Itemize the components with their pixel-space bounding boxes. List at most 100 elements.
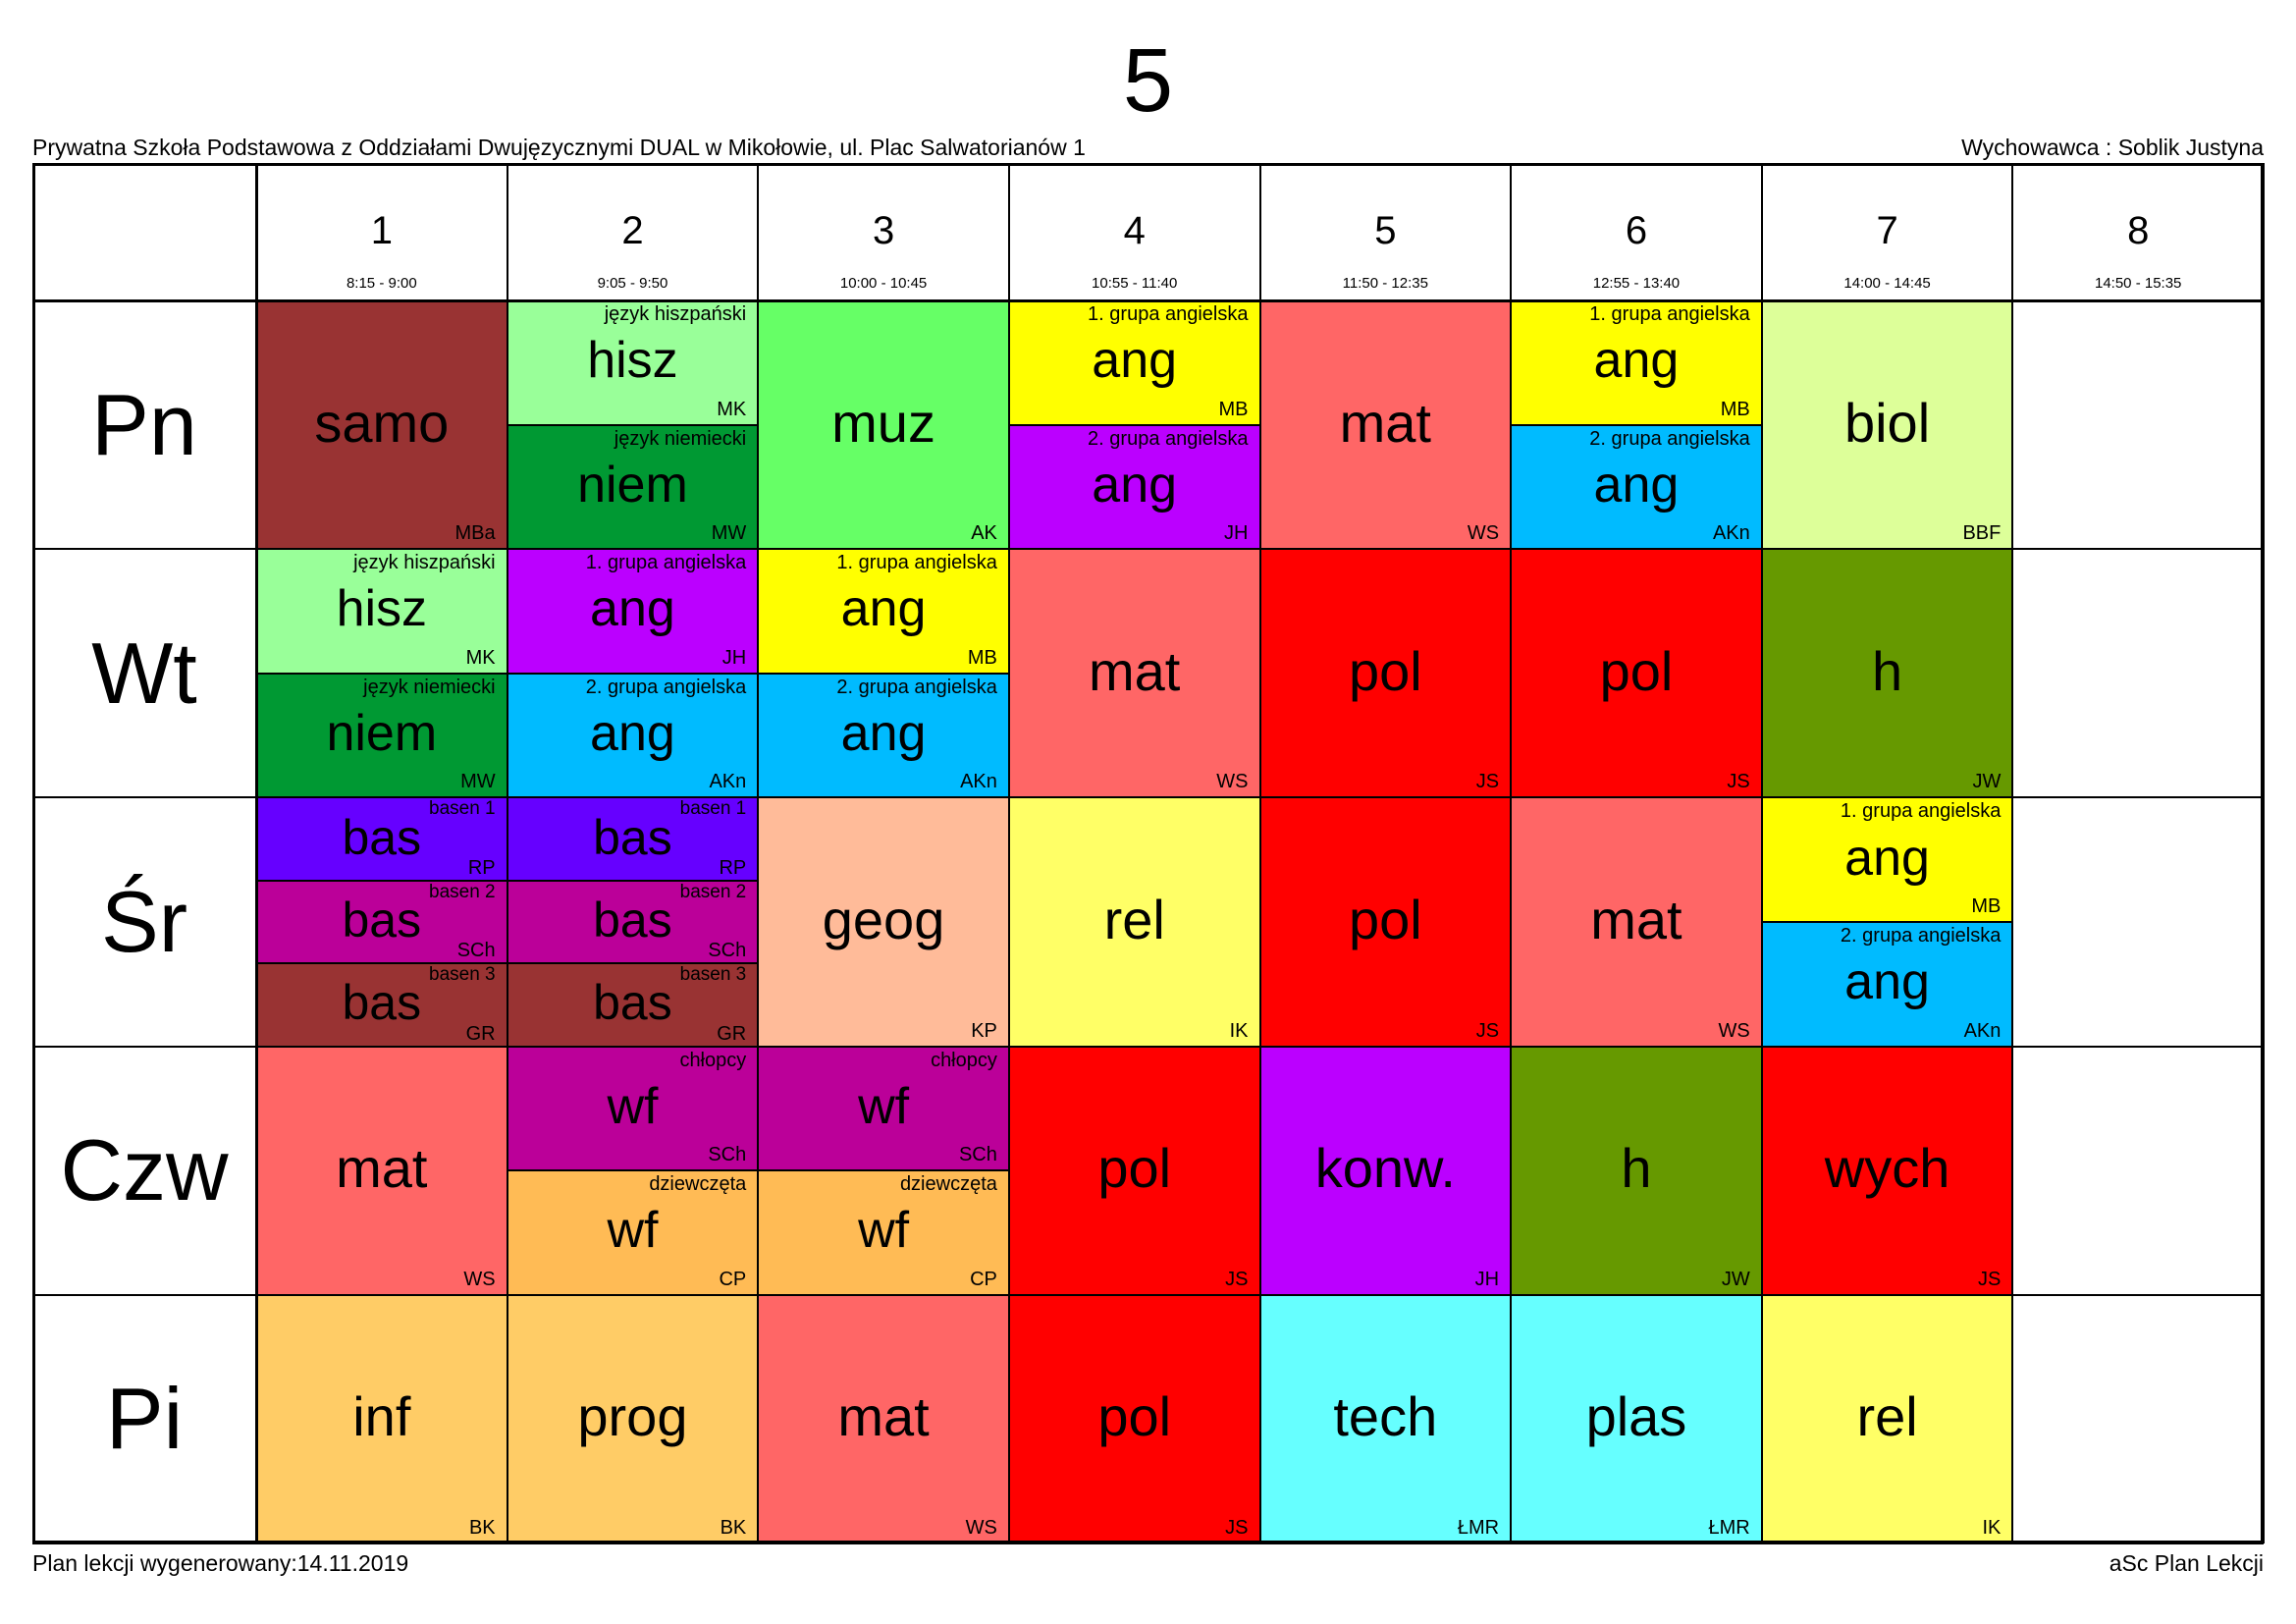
lesson-cell[interactable]: rel IK xyxy=(1008,797,1260,1047)
period-time: 11:50 - 12:35 xyxy=(1342,275,1428,292)
lesson-cell[interactable]: ang 2. grupa angielska AKn xyxy=(1761,922,2013,1047)
lesson-cell[interactable]: plas ŁMR xyxy=(1511,1294,1762,1543)
lesson-cell[interactable]: biol BBF xyxy=(1761,300,2013,550)
lesson-cell[interactable]: pol JS xyxy=(1511,549,1762,798)
lesson-cell[interactable]: ang 2. grupa angielska AKn xyxy=(758,673,1009,798)
lesson-cell[interactable]: tech ŁMR xyxy=(1259,1294,1512,1543)
lesson-group: basen 1 xyxy=(679,798,747,820)
lesson-cell[interactable]: pol JS xyxy=(1259,797,1512,1047)
lesson-subject: h xyxy=(1871,639,1903,702)
lesson-group: dziewczęta xyxy=(649,1173,747,1196)
lesson-divider xyxy=(507,672,759,675)
lesson-cell[interactable]: ang 1. grupa angielska MB xyxy=(1008,300,1260,425)
lesson-teacher: SCh xyxy=(708,1144,747,1166)
grid-line xyxy=(757,163,760,1543)
lesson-subject: ang xyxy=(1593,456,1680,514)
lesson-group: dziewczęta xyxy=(899,1173,997,1196)
lesson-teacher: JH xyxy=(1224,522,1249,545)
lesson-cell[interactable]: prog BK xyxy=(507,1294,759,1543)
lesson-cell[interactable]: pol JS xyxy=(1008,1294,1260,1543)
lesson-cell[interactable]: bas basen 2 SCh xyxy=(256,880,507,964)
lesson-cell[interactable]: bas basen 2 SCh xyxy=(507,880,759,964)
lesson-teacher: JS xyxy=(1475,771,1500,793)
lesson-teacher: BBF xyxy=(1962,522,2002,545)
lesson-group: chłopcy xyxy=(931,1049,997,1071)
lesson-subject: pol xyxy=(1097,1137,1172,1200)
lesson-cell[interactable]: mat WS xyxy=(1259,300,1512,550)
lesson-cell[interactable]: bas basen 1 RP xyxy=(507,797,759,881)
lesson-cell[interactable]: hisz język hiszpański MK xyxy=(256,549,507,674)
lesson-cell[interactable]: wf chłopcy SCh xyxy=(758,1046,1009,1171)
lesson-subject: geog xyxy=(822,888,945,950)
lesson-group: 2. grupa angielska xyxy=(836,676,997,698)
lesson-cell[interactable]: ang 1. grupa angielska MB xyxy=(1511,300,1762,425)
lesson-subject: h xyxy=(1621,1137,1652,1200)
lesson-cell[interactable]: h JW xyxy=(1511,1046,1762,1295)
grid-line xyxy=(32,1045,2264,1048)
lesson-subject: wf xyxy=(858,1202,910,1260)
day-label: Pi xyxy=(105,1370,184,1468)
lesson-cell[interactable]: inf BK xyxy=(256,1294,507,1543)
lesson-cell[interactable]: bas basen 1 RP xyxy=(256,797,507,881)
lesson-subject: mat xyxy=(837,1385,930,1448)
lesson-group: basen 3 xyxy=(429,964,496,986)
lesson-cell[interactable]: mat WS xyxy=(1008,549,1260,798)
lesson-cell[interactable]: wf dziewczęta CP xyxy=(758,1170,1009,1295)
lesson-group: 1. grupa angielska xyxy=(1840,800,2002,823)
lesson-cell[interactable]: pol JS xyxy=(1259,549,1512,798)
lesson-cell[interactable]: rel IK xyxy=(1761,1294,2013,1543)
lesson-teacher: ŁMR xyxy=(1708,1516,1750,1539)
lesson-cell[interactable]: mat WS xyxy=(758,1294,1009,1543)
lesson-cell[interactable]: hisz język hiszpański MK xyxy=(507,300,759,425)
lesson-subject: inf xyxy=(352,1385,411,1448)
lesson-subject: rel xyxy=(1856,1385,1918,1448)
lesson-teacher: WS xyxy=(965,1516,997,1539)
lesson-group: 2. grupa angielska xyxy=(585,676,747,698)
period-time: 10:55 - 11:40 xyxy=(1092,275,1178,292)
lesson-cell[interactable]: ang 2. grupa angielska JH xyxy=(1008,424,1260,550)
lesson-cell[interactable]: pol JS xyxy=(1008,1046,1260,1295)
lesson-group: język niemiecki xyxy=(614,427,747,450)
lesson-teacher: BK xyxy=(720,1516,747,1539)
lesson-subject: hisz xyxy=(336,580,428,638)
school-name: Prywatna Szkoła Podstawowa z Oddziałami … xyxy=(32,135,1086,160)
lesson-cell[interactable]: h JW xyxy=(1761,549,2013,798)
grid-line xyxy=(1258,163,1261,1543)
lesson-cell[interactable]: ang 2. grupa angielska AKn xyxy=(1511,424,1762,550)
lesson-cell[interactable]: ang 2. grupa angielska AKn xyxy=(507,673,759,798)
lesson-cell[interactable]: ang 1. grupa angielska MB xyxy=(1761,797,2013,922)
lesson-cell[interactable]: bas basen 3 GR xyxy=(507,963,759,1047)
lesson-cell[interactable]: bas basen 3 GR xyxy=(256,963,507,1047)
lesson-cell[interactable]: mat WS xyxy=(1511,797,1762,1047)
lesson-cell[interactable]: niem język niemiecki MW xyxy=(507,424,759,550)
lesson-subject: wf xyxy=(607,1077,659,1135)
lesson-cell[interactable]: wf chłopcy SCh xyxy=(507,1046,759,1171)
lesson-cell[interactable]: wf dziewczęta CP xyxy=(507,1170,759,1295)
grid-line xyxy=(32,548,2264,551)
lesson-cell[interactable]: niem język niemiecki MW xyxy=(256,673,507,798)
grid-line xyxy=(32,1293,2264,1296)
lesson-cell[interactable]: geog KP xyxy=(758,797,1009,1047)
lesson-cell[interactable]: ang 1. grupa angielska JH xyxy=(507,549,759,674)
lesson-cell[interactable]: wych JS xyxy=(1761,1046,2013,1295)
lesson-teacher: MW xyxy=(711,522,747,545)
day-label: Pn xyxy=(91,375,197,473)
grid-line xyxy=(32,1543,2264,1544)
lesson-cell[interactable]: konw. JH xyxy=(1259,1046,1512,1295)
lesson-teacher: WS xyxy=(1216,771,1249,793)
lesson-subject: plas xyxy=(1585,1385,1687,1448)
lesson-teacher: JW xyxy=(1721,1268,1750,1290)
lesson-teacher: KP xyxy=(971,1019,997,1042)
lesson-teacher: GR xyxy=(717,1022,747,1045)
lesson-teacher: RP xyxy=(719,856,747,879)
lesson-cell[interactable]: samo MBa xyxy=(256,300,507,550)
grid-line xyxy=(1510,163,1513,1543)
grid-line xyxy=(32,796,2264,799)
lesson-cell[interactable]: muz AK xyxy=(758,300,1009,550)
grid-line xyxy=(32,298,2264,302)
lesson-subject: prog xyxy=(577,1385,688,1448)
lesson-cell[interactable]: ang 1. grupa angielska MB xyxy=(758,549,1009,674)
lesson-teacher: JS xyxy=(1225,1516,1249,1539)
lesson-cell[interactable]: mat WS xyxy=(256,1046,507,1295)
lesson-teacher: MB xyxy=(1218,398,1249,420)
